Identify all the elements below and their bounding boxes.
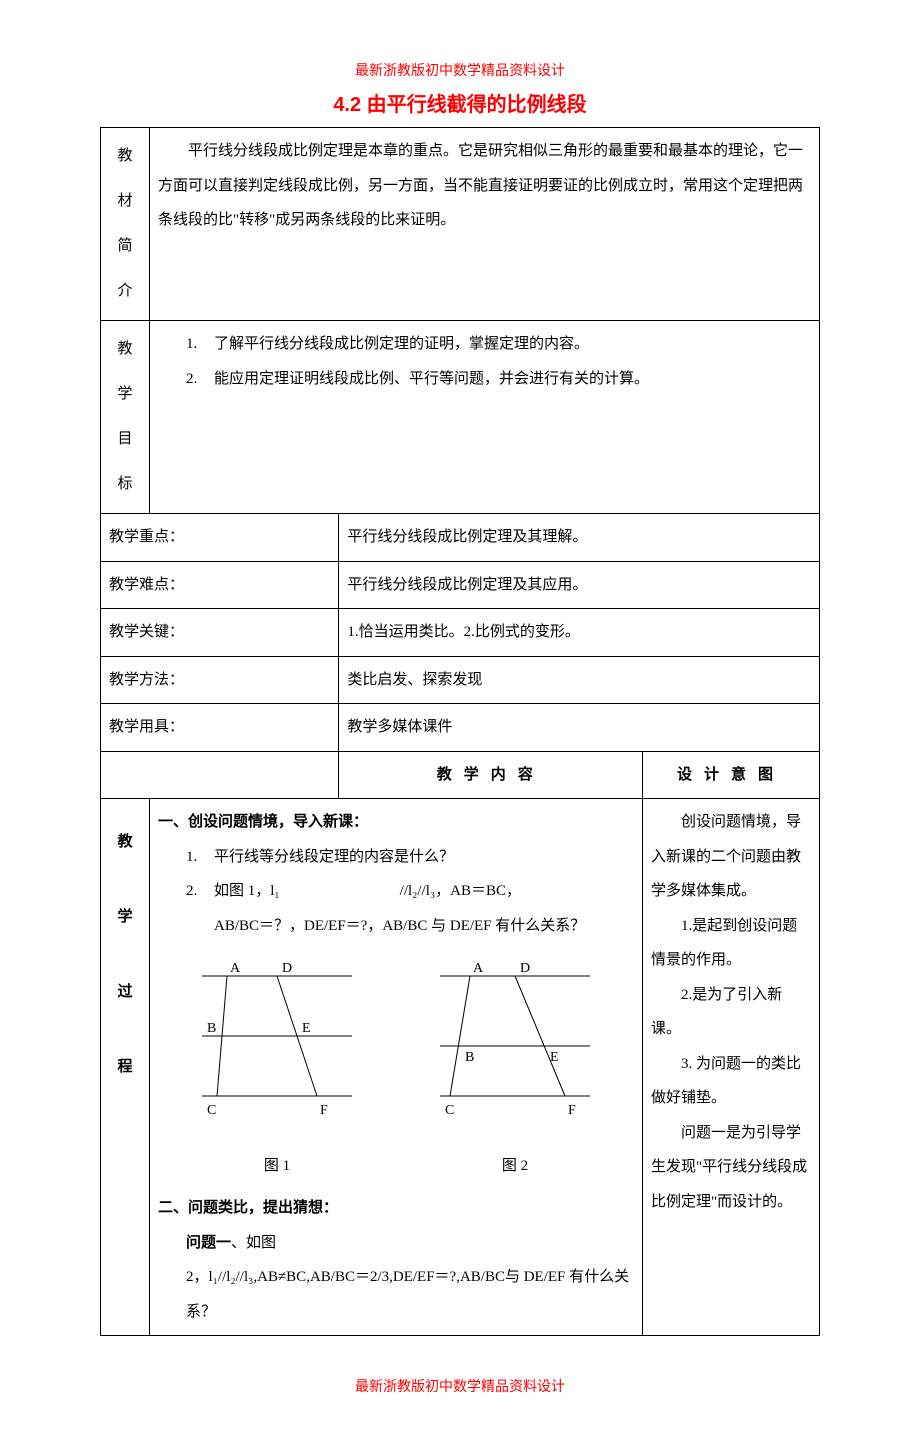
goal-1: 了解平行线分线段成比例定理的证明，掌握定理的内容。: [214, 336, 589, 352]
section1-q1: 平行线等分线段定理的内容是什么？: [214, 849, 454, 865]
tools-label: 教学用具：: [101, 704, 339, 752]
keypoint-text: 平行线分线段成比例定理及其理解。: [339, 514, 820, 562]
figure-2: A D B E C F 图 2: [430, 951, 600, 1183]
fig2-caption: 图 2: [430, 1149, 600, 1184]
design-p2: 1.是起到创设问题情景的作用。: [651, 909, 811, 978]
svg-text:E: E: [302, 1021, 311, 1036]
design-p3: 2.是为了引入新课。: [651, 978, 811, 1047]
page-header: 最新浙教版初中数学精品资料设计: [100, 60, 820, 80]
design-p1: 创设问题情境，导入新课的二个问题由教学多媒体集成。: [651, 805, 811, 909]
svg-text:A: A: [230, 961, 241, 976]
svg-text:D: D: [520, 961, 530, 976]
design-p4: 3. 为问题一的类比做好铺垫。: [651, 1047, 811, 1116]
svg-text:B: B: [465, 1050, 474, 1065]
svg-text:C: C: [207, 1103, 216, 1118]
difficulty-text: 平行线分线段成比例定理及其应用。: [339, 561, 820, 609]
key-text: 1.恰当运用类比。2.比例式的变形。: [339, 609, 820, 657]
problem-label: 问题一: [186, 1235, 231, 1251]
keypoint-label: 教学重点：: [101, 514, 339, 562]
page-title: 4.2 由平行线截得的比例线段: [100, 88, 820, 117]
method-text: 类比启发、探索发现: [339, 656, 820, 704]
problem-text2: 2，l₁//l₂//l₃,AB≠BC,AB/BC＝2/3,DE/EF＝?,AB/…: [186, 1269, 629, 1320]
process-label: 教学过程: [101, 799, 150, 1336]
design-intent: 创设问题情境，导入新课的二个问题由教学多媒体集成。 1.是起到创设问题情景的作用…: [643, 799, 820, 1336]
svg-text:C: C: [445, 1103, 454, 1118]
svg-text:A: A: [473, 961, 484, 976]
intro-text: 平行线分线段成比例定理是本章的重点。它是研究相似三角形的最重要和最基本的理论，它…: [150, 128, 820, 321]
content-header: 教学内容: [339, 751, 643, 799]
section1-title: 一、创设问题情境，导入新课：: [158, 814, 368, 830]
design-header: 设计意图: [643, 751, 820, 799]
svg-text:B: B: [207, 1021, 216, 1036]
method-label: 教学方法：: [101, 656, 339, 704]
section1-q2b: //l₂//l₃，AB＝BC，: [400, 883, 521, 899]
section2-title: 二、问题类比，提出猜想：: [158, 1200, 338, 1216]
section1-q2a: 如图 1，l₁: [214, 883, 280, 899]
svg-text:F: F: [320, 1103, 328, 1118]
key-label: 教学关键：: [101, 609, 339, 657]
figure-1: A D B E C F 图 1: [192, 951, 362, 1183]
svg-text:F: F: [568, 1103, 576, 1118]
goal-2: 能应用定理证明线段成比例、平行等问题，并会进行有关的计算。: [214, 371, 649, 387]
svg-text:E: E: [550, 1050, 559, 1065]
svg-text:D: D: [282, 961, 292, 976]
fig1-caption: 图 1: [192, 1149, 362, 1184]
problem-text1: 、如图: [231, 1235, 276, 1251]
goals-text: 1.了解平行线分线段成比例定理的证明，掌握定理的内容。 2.能应用定理证明线段成…: [150, 321, 820, 514]
page-footer: 最新浙教版初中数学精品资料设计: [100, 1376, 820, 1396]
lesson-plan-table: 教材简介 平行线分线段成比例定理是本章的重点。它是研究相似三角形的最重要和最基本…: [100, 127, 820, 1336]
tools-text: 教学多媒体课件: [339, 704, 820, 752]
teaching-content: 一、创设问题情境，导入新课： 1.平行线等分线段定理的内容是什么？ 2.如图 1…: [150, 799, 643, 1336]
section1-q2c: AB/BC＝？，DE/EF＝?，AB/BC 与 DE/EF 有什么关系？: [214, 918, 585, 934]
intro-label: 教材简介: [101, 128, 150, 321]
goals-label: 教学目标: [101, 321, 150, 514]
design-p5: 问题一是为引导学生发现"平行线分线段成比例定理"而设计的。: [651, 1116, 811, 1220]
difficulty-label: 教学难点：: [101, 561, 339, 609]
